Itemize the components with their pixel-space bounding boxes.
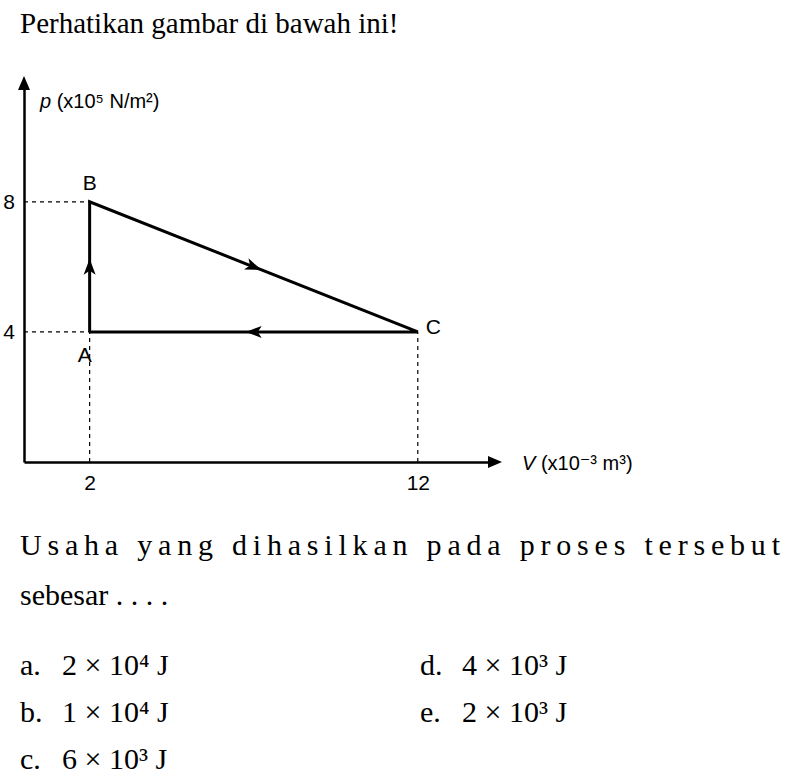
- axis-arrow: [488, 456, 502, 468]
- option-text: 2 × 10³ J: [462, 695, 567, 728]
- option-letter: e.: [420, 695, 441, 728]
- option-letter: d.: [420, 648, 443, 681]
- guide-lines: [24, 202, 418, 462]
- option-text: 4 × 10³ J: [462, 648, 567, 681]
- tick-label: 2: [84, 471, 96, 494]
- option-text: 1 × 10⁴ J: [62, 695, 169, 728]
- tick: 4: [3, 320, 24, 343]
- axis-title: p (x10⁵ N/m²): [39, 90, 159, 112]
- direction-arrow: [244, 258, 263, 275]
- tick-label: 12: [407, 471, 430, 494]
- x-axis: 2 12: [25, 462, 491, 494]
- plot-area: [90, 202, 418, 332]
- axis-line: [23, 89, 26, 463]
- direction-arrows: [84, 258, 264, 338]
- question-line: Usaha yang dihasilkan pada proses terseb…: [20, 528, 781, 561]
- instruction: Perhatikan gambar di bawah ini!: [20, 7, 399, 39]
- point-label: A: [78, 343, 92, 366]
- option-text: 6 × 10³ J: [62, 742, 167, 772]
- tick-label: 8: [3, 190, 15, 213]
- option-letter: a.: [20, 648, 41, 681]
- point-label: B: [83, 171, 97, 194]
- direction-arrow: [246, 326, 262, 338]
- option-text: 2 × 10⁴ J: [62, 648, 169, 681]
- axis-line: [25, 461, 491, 464]
- grid-line: [417, 332, 418, 462]
- y-axis: 48: [3, 89, 24, 463]
- option-letter: c.: [20, 742, 41, 772]
- tick: 8: [3, 190, 24, 213]
- tick: 2: [84, 462, 96, 494]
- process-line: [90, 202, 418, 332]
- tick-label: 4: [3, 320, 15, 343]
- axis-arrow: [18, 76, 30, 90]
- option-letter: b.: [20, 695, 43, 728]
- grid-line: [24, 201, 90, 202]
- grid-line: [24, 331, 90, 332]
- page: Perhatikan gambar di bawah ini!48212p (x…: [0, 0, 792, 772]
- axis-title: V (x10⁻³ m³): [522, 452, 633, 474]
- direction-arrow: [84, 259, 96, 275]
- chart: 48212p (x10⁵ N/m²)V (x10⁻³ m³)ABC: [3, 76, 632, 494]
- tick: 12: [407, 462, 430, 494]
- point-label: C: [426, 315, 441, 338]
- question-line: sebesar . . . .: [20, 578, 168, 611]
